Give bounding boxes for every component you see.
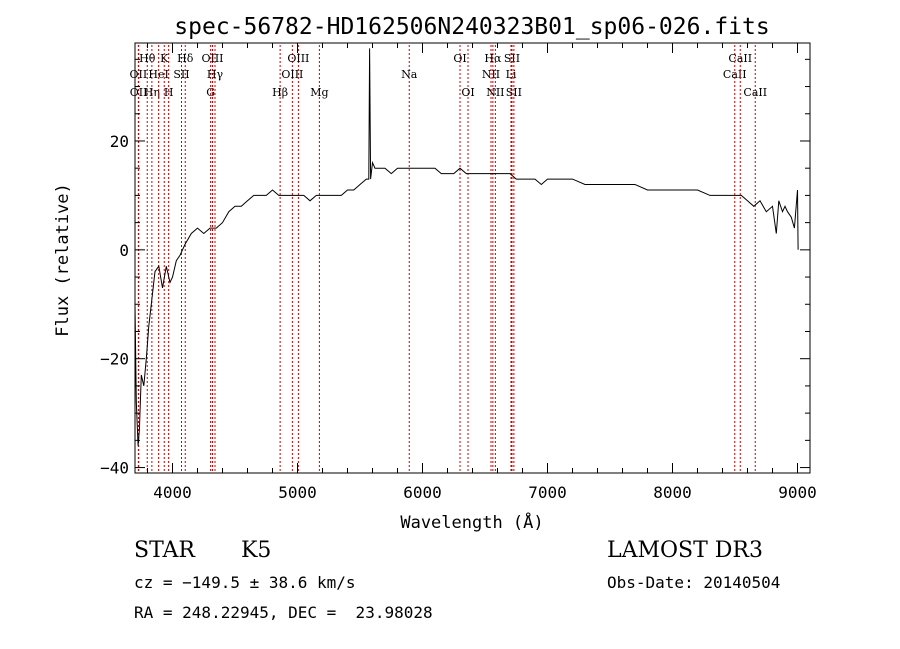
marker-label: HeI [148,68,168,81]
marker-label: OI [453,52,466,65]
y-tick-label: 20 [110,132,129,151]
marker-label: OIII [281,68,303,81]
marker-label: SII [506,86,522,99]
survey-name: LAMOST DR3 [607,538,763,563]
x-tick-label: 4000 [153,483,192,502]
y-tick-label: −40 [100,459,129,478]
marker-label: Hθ [139,52,156,65]
marker-label: Hβ [272,86,288,99]
chart-title: spec-56782-HD162506N240323B01_sp06-026.f… [174,14,769,40]
object-class: STAR [134,538,195,563]
x-tick-label: 8000 [653,483,692,502]
marker-label: Mg [310,86,328,99]
spectral-line-markers: OIIOIIHθHηHeIKHSIIHδGOIIIHγHβOIIIOIIIMgN… [130,45,767,473]
marker-label: OIII [287,52,309,65]
marker-label: CaII [723,68,747,81]
x-tick-label: 5000 [278,483,317,502]
y-tick-label: −20 [100,350,129,369]
marker-label: Hη [144,86,160,99]
marker-label: OII [130,86,148,99]
marker-label: NII [482,68,500,81]
spectrum-series-line [134,48,799,446]
marker-label: SII [173,68,189,81]
marker-label: Hγ [207,68,224,81]
marker-label: CaII [728,52,752,65]
x-axis-label: Wavelength (Å) [400,511,543,533]
x-tick-label: 6000 [403,483,442,502]
marker-label: Na [401,68,418,81]
marker-label: K [160,52,169,65]
marker-label: Li [506,68,517,81]
y-axis: −40 −20 0 20 [100,58,810,478]
marker-label: OIII [201,52,223,65]
object-subclass: K5 [241,538,272,563]
marker-label: H [164,86,174,99]
marker-label: CaII [743,86,767,99]
x-axis: 4000 5000 6000 7000 8000 9000 [147,43,817,502]
marker-label: NII [486,86,504,99]
marker-label: G [206,86,215,99]
plot-frame [134,42,811,474]
coordinates: RA = 248.22945, DEC = 23.98028 [134,603,433,622]
observation-date: Obs-Date: 20140504 [607,573,781,592]
x-tick-label: 7000 [528,483,567,502]
redshift-velocity: cz = −149.5 ± 38.6 km/s [134,573,356,592]
x-tick-label: 9000 [778,483,817,502]
y-tick-label: 0 [119,241,129,260]
marker-label: OI [461,86,474,99]
marker-label: Hα [484,52,502,65]
y-axis-label: Flux (relative) [53,183,73,337]
marker-label: Hδ [177,52,194,65]
marker-label: SII [504,52,520,65]
